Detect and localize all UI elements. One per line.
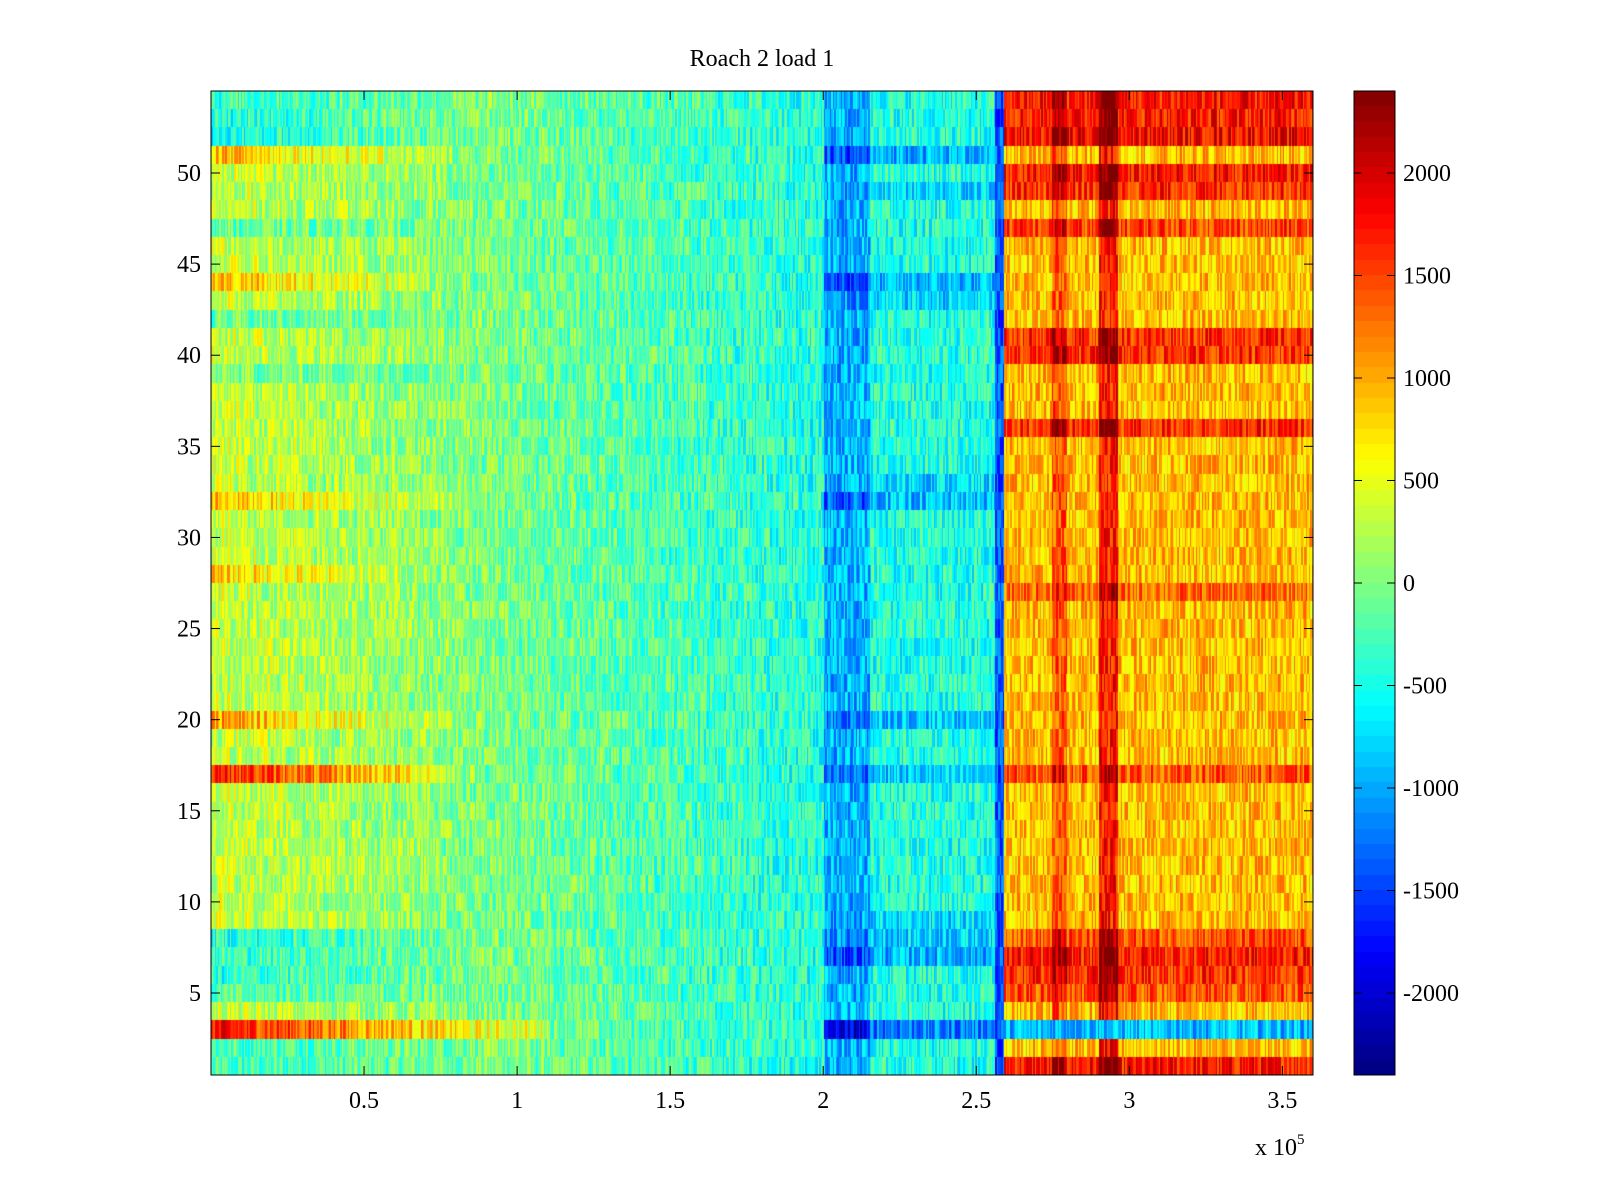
colorbar-tick-label: 1000: [1403, 366, 1451, 392]
plot-frame: [210, 90, 1314, 1076]
y-tick-label: 10: [177, 890, 201, 916]
x-tick-label: 1.5: [655, 1088, 685, 1114]
heatmap-image: [211, 91, 1313, 1075]
colorbar-tick-label: -500: [1403, 674, 1447, 700]
y-tick-label: 45: [177, 252, 201, 278]
y-tick-label: 30: [177, 525, 201, 551]
colorbar-tick-label: 2000: [1403, 161, 1451, 187]
x-multiplier: x 105: [1255, 1132, 1305, 1161]
y-tick-label: 5: [189, 981, 201, 1007]
colorbar-tick-label: -1000: [1403, 776, 1459, 802]
chart-title: Roach 2 load 1: [690, 46, 835, 72]
y-tick-label: 25: [177, 617, 201, 643]
x-tick-label: 2: [817, 1088, 829, 1114]
x-tick-label: 3: [1123, 1088, 1135, 1114]
x-tick-label: 0.5: [349, 1088, 379, 1114]
x-tick-label: 3.5: [1267, 1088, 1297, 1114]
y-tick-label: 15: [177, 799, 201, 825]
y-tick-label: 50: [177, 161, 201, 187]
colorbar-tick-label: 1500: [1403, 264, 1451, 290]
colorbar-axis: 2000 1500 1000 500 0 -500 -1000 -1500 -2000: [1354, 161, 1459, 1007]
colorbar-tick-label: -2000: [1403, 981, 1459, 1007]
colorbar-tick-label: 0: [1403, 571, 1415, 597]
y-tick-label: 20: [177, 708, 201, 734]
x-tick-label: 2.5: [961, 1088, 991, 1114]
y-axis: 5 10 15 20 25 30 35 40 45 50: [177, 161, 1313, 1007]
y-tick-label: 40: [177, 343, 201, 369]
x-axis: 0.5 1 1.5 2 2.5 3 3.5: [349, 91, 1297, 1114]
colorbar-tick-label: 500: [1403, 469, 1439, 495]
y-tick-label: 35: [177, 434, 201, 460]
x-tick-label: 1: [511, 1088, 523, 1114]
colorbar-tick-label: -1500: [1403, 879, 1459, 905]
